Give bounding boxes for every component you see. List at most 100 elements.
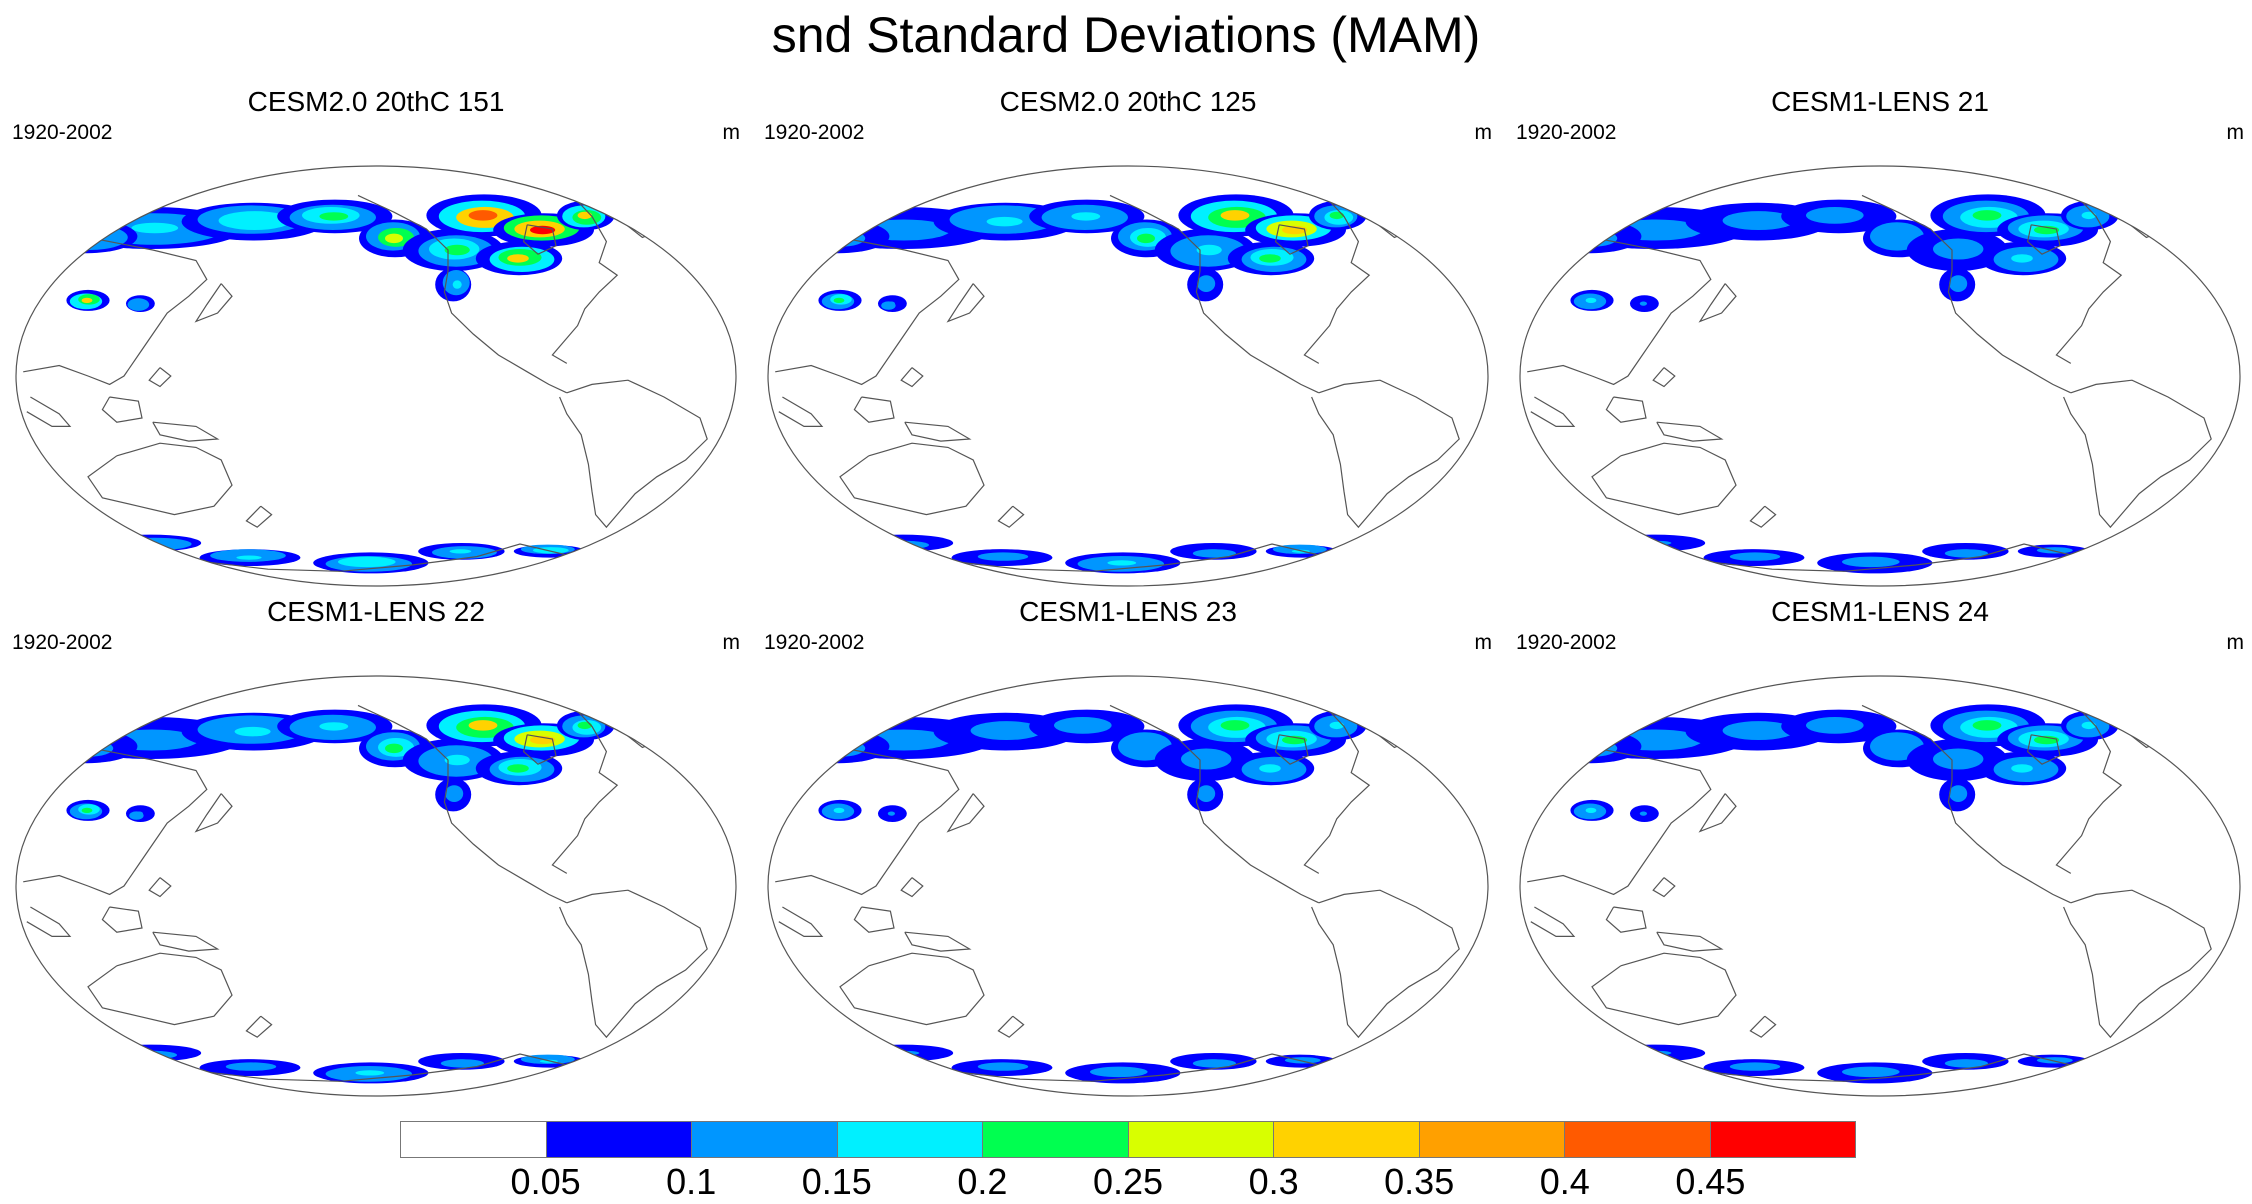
coastline: [1656, 931, 1724, 952]
snow-variability-cell: [1956, 280, 1966, 289]
snow-variability-cell: [833, 807, 845, 814]
snow-variability-cell: [1953, 549, 1976, 554]
colorbar-box: [1565, 1122, 1711, 1157]
coastline: [997, 505, 1025, 528]
coastline: [1311, 379, 1460, 529]
snow-variability-cell: [73, 232, 99, 241]
map-panel: CESM1-LENS 22 1920-2002 m: [0, 594, 752, 1097]
snow-variability-cell: [1556, 224, 1632, 250]
coastline: [2063, 379, 2212, 529]
snow-variability-cell: [883, 732, 931, 744]
snow-variability-cell: [1204, 280, 1214, 289]
coastline: [1274, 224, 1309, 255]
snow-variability-cell: [355, 560, 385, 566]
coastline: [904, 421, 972, 442]
coastline: [245, 1015, 273, 1038]
snow-variability-cell: [116, 1047, 192, 1061]
panel-title: CESM2.0 20thC 151: [247, 86, 505, 117]
coastline: [559, 379, 708, 529]
coastline: [1605, 396, 1647, 423]
coastline: [997, 1015, 1025, 1038]
snow-variability-cell: [2151, 725, 2170, 736]
coastline: [23, 224, 208, 386]
robinson-map: [1519, 165, 2241, 587]
snow-variability-cell: [887, 301, 895, 306]
colorbar-box: [1274, 1122, 1420, 1157]
map-panel: CESM2.0 20thC 125 1920-2002 m: [752, 84, 1504, 587]
units-label: m: [1474, 631, 1493, 654]
snow-variability-cell: [2149, 211, 2177, 228]
map-content: [1527, 690, 2212, 1084]
snow-variability-cell: [234, 726, 271, 737]
coastline: [2120, 690, 2184, 749]
colorbar-tick-label: 0.4: [1539, 1161, 1590, 1202]
coastline: [853, 396, 895, 423]
snow-variability-cell: [2081, 721, 2096, 730]
robinson-map: [15, 675, 737, 1097]
snow-variability-cell: [1196, 754, 1222, 766]
snow-variability-cell: [868, 1047, 944, 1061]
snow-variability-cell: [1639, 811, 1647, 816]
snow-variability-cell: [1859, 1070, 1889, 1076]
colorbar-box: [837, 1122, 983, 1157]
period-label: 1920-2002: [1516, 631, 1617, 654]
colorbar-tick-label: 0.05: [510, 1161, 581, 1202]
snow-variability-cell: [647, 725, 666, 736]
snow-variability-cell: [1740, 1065, 1766, 1070]
units-label: m: [1474, 121, 1493, 144]
snow-variability-cell: [804, 224, 880, 250]
colorbar-box: [692, 1122, 838, 1157]
snow-variability-cell: [449, 549, 472, 554]
snow-variability-cell: [825, 742, 851, 751]
coastline: [551, 197, 619, 364]
map-content: [1527, 180, 2212, 574]
snow-variability-cell: [1196, 244, 1222, 256]
snow-variability-cell: [1204, 790, 1214, 799]
snow-variability-cell: [1259, 254, 1281, 263]
colorbar-box: [401, 1122, 547, 1157]
coastline: [778, 396, 824, 427]
panel-title: CESM1-LENS 24: [1771, 596, 1989, 627]
snow-variability-cell: [988, 1065, 1014, 1070]
robinson-map: [767, 165, 1489, 587]
snow-variability-cell: [1201, 1059, 1224, 1064]
snow-variability-cell: [814, 740, 866, 757]
snow-variability-cell: [577, 721, 592, 730]
snow-variability-cell: [2011, 254, 2033, 263]
coastline: [2120, 180, 2184, 239]
coastline: [1652, 367, 1676, 388]
snow-variability-cell: [1137, 743, 1155, 754]
coastline: [357, 704, 568, 904]
coastline: [1591, 442, 1737, 516]
snow-variability-cell: [986, 726, 1023, 737]
period-label: 1920-2002: [764, 121, 865, 144]
panel-title: CESM1-LENS 21: [1771, 86, 1989, 117]
snow-variability-cell: [1738, 726, 1775, 737]
snow-variability-cell: [2141, 211, 2178, 233]
coastline: [1303, 197, 1371, 364]
coastline: [23, 734, 208, 896]
coastline: [1591, 952, 1737, 1026]
coastline: [1530, 906, 1576, 937]
coastline: [1530, 396, 1576, 427]
snow-variability-cell: [62, 230, 114, 247]
map-panel: CESM1-LENS 24 1920-2002 m: [1504, 594, 2252, 1097]
snow-variability-cell: [81, 807, 93, 814]
map-border: [767, 675, 1489, 1097]
period-label: 1920-2002: [12, 631, 113, 654]
coastline: [148, 877, 172, 898]
map-content: [23, 180, 708, 574]
coastline: [87, 952, 233, 1026]
coastline: [148, 367, 172, 388]
colorbar-tick-label: 0.2: [957, 1161, 1008, 1202]
snow-variability-cell: [319, 722, 349, 731]
coastline: [900, 877, 924, 898]
coastline: [87, 442, 233, 516]
coastline: [1303, 707, 1371, 874]
snow-variability-cell: [2151, 215, 2170, 226]
snow-variability-cell: [887, 811, 895, 816]
snow-variability-cell: [468, 720, 498, 731]
figure-title: snd Standard Deviations (MAM): [771, 7, 1481, 63]
map-border: [15, 165, 737, 587]
snow-variability-cell: [1859, 560, 1889, 566]
